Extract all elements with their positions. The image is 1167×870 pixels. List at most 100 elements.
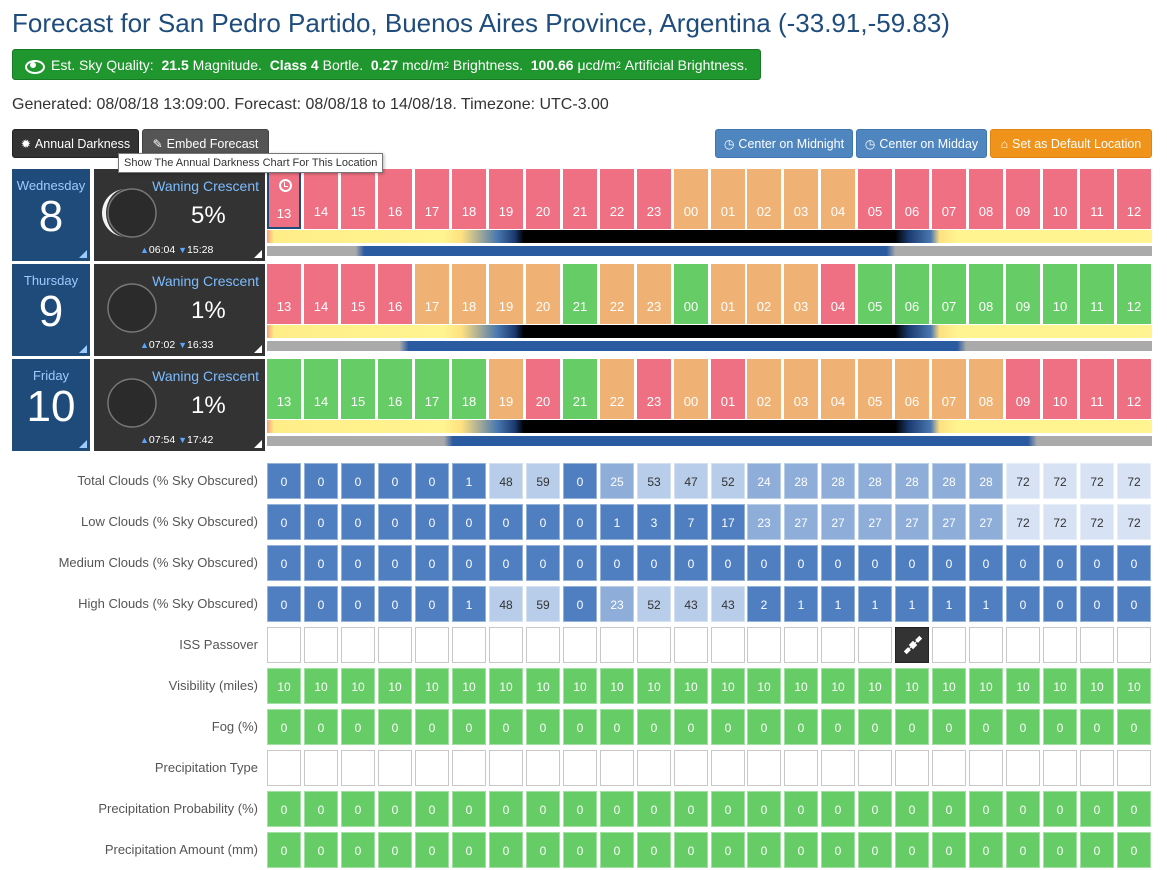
data-cell[interactable]: 59 [526,586,560,622]
annual-darkness-button[interactable]: ✹ Annual Darkness [12,129,139,158]
hour-cell[interactable]: 00 [674,169,708,229]
data-cell[interactable]: 7 [674,504,708,540]
data-cell[interactable]: 1 [895,586,929,622]
data-cell[interactable]: 0 [858,545,892,581]
hour-cell[interactable]: 01 [711,359,745,419]
data-cell[interactable]: 0 [341,545,375,581]
hour-cell[interactable]: 14 [304,169,338,229]
data-cell[interactable]: 1 [969,586,1003,622]
hour-cell[interactable]: 18 [452,169,486,229]
data-cell[interactable]: 0 [304,709,338,745]
data-cell[interactable]: 1 [784,586,818,622]
data-cell[interactable]: 0 [711,545,745,581]
data-cell[interactable] [600,627,634,663]
data-cell[interactable]: 10 [526,668,560,704]
data-cell[interactable]: 28 [895,463,929,499]
data-cell[interactable] [969,627,1003,663]
data-cell[interactable] [563,750,597,786]
hour-cell[interactable]: 09 [1006,264,1040,324]
hour-cell[interactable]: 04 [821,359,855,419]
data-cell[interactable]: 0 [378,504,412,540]
hour-cell[interactable]: 17 [415,359,449,419]
hour-cell[interactable]: 08 [969,264,1003,324]
data-cell[interactable]: 0 [1117,586,1151,622]
hour-cell[interactable]: 18 [452,359,486,419]
data-cell[interactable] [1043,750,1077,786]
data-cell[interactable]: 0 [415,463,449,499]
data-cell[interactable]: 0 [895,791,929,827]
data-cell[interactable]: 0 [600,545,634,581]
data-cell[interactable]: 0 [747,791,781,827]
data-cell[interactable]: 0 [452,791,486,827]
data-cell[interactable]: 0 [784,709,818,745]
data-cell[interactable]: 0 [821,709,855,745]
data-cell[interactable]: 10 [969,668,1003,704]
data-cell[interactable]: 10 [747,668,781,704]
data-cell[interactable]: 1 [452,463,486,499]
data-cell[interactable]: 27 [821,504,855,540]
hour-cell[interactable]: 13 [267,169,301,229]
data-cell[interactable]: 0 [341,832,375,868]
data-cell[interactable]: 0 [932,791,966,827]
data-cell[interactable] [747,627,781,663]
data-cell[interactable]: 0 [341,709,375,745]
data-cell[interactable]: 0 [378,832,412,868]
data-cell[interactable]: 0 [378,586,412,622]
data-cell[interactable] [341,627,375,663]
data-cell[interactable] [452,627,486,663]
data-cell[interactable]: 72 [1006,463,1040,499]
data-cell[interactable]: 25 [600,463,634,499]
data-cell[interactable]: 0 [452,504,486,540]
data-cell[interactable]: 0 [304,463,338,499]
data-cell[interactable]: 0 [858,791,892,827]
data-cell[interactable]: 0 [341,504,375,540]
data-cell[interactable] [267,627,301,663]
data-cell[interactable]: 10 [267,668,301,704]
data-cell[interactable] [858,627,892,663]
data-cell[interactable]: 0 [600,832,634,868]
data-cell[interactable]: 10 [415,668,449,704]
data-cell[interactable] [415,750,449,786]
data-cell[interactable]: 10 [674,668,708,704]
data-cell[interactable]: 10 [341,668,375,704]
data-cell[interactable]: 28 [969,463,1003,499]
hour-cell[interactable]: 12 [1117,169,1151,229]
data-cell[interactable] [711,627,745,663]
data-cell[interactable]: 0 [378,709,412,745]
data-cell[interactable]: 10 [932,668,966,704]
data-cell[interactable]: 17 [711,504,745,540]
data-cell[interactable]: 27 [784,504,818,540]
data-cell[interactable]: 10 [600,668,634,704]
data-cell[interactable]: 53 [637,463,671,499]
data-cell[interactable]: 10 [858,668,892,704]
data-cell[interactable]: 0 [969,791,1003,827]
hour-cell[interactable]: 06 [895,359,929,419]
data-cell[interactable]: 0 [526,504,560,540]
hour-cell[interactable]: 08 [969,359,1003,419]
data-cell[interactable]: 0 [267,463,301,499]
data-cell[interactable]: 0 [858,832,892,868]
hour-cell[interactable]: 03 [784,264,818,324]
data-cell[interactable]: 0 [637,545,671,581]
hour-cell[interactable]: 10 [1043,169,1077,229]
hour-cell[interactable]: 20 [526,264,560,324]
data-cell[interactable]: 0 [563,791,597,827]
data-cell[interactable] [895,627,929,663]
hour-cell[interactable]: 11 [1080,359,1114,419]
data-cell[interactable]: 0 [1043,709,1077,745]
data-cell[interactable]: 0 [304,832,338,868]
data-cell[interactable]: 24 [747,463,781,499]
hour-cell[interactable]: 22 [600,264,634,324]
hour-cell[interactable]: 06 [895,264,929,324]
hour-cell[interactable]: 18 [452,264,486,324]
hour-cell[interactable]: 23 [637,264,671,324]
data-cell[interactable]: 0 [1006,791,1040,827]
data-cell[interactable]: 72 [1006,504,1040,540]
data-cell[interactable]: 0 [821,791,855,827]
hour-cell[interactable]: 05 [858,169,892,229]
hour-cell[interactable]: 02 [747,169,781,229]
data-cell[interactable] [304,627,338,663]
data-cell[interactable] [267,750,301,786]
data-cell[interactable]: 0 [489,709,523,745]
data-cell[interactable] [747,750,781,786]
